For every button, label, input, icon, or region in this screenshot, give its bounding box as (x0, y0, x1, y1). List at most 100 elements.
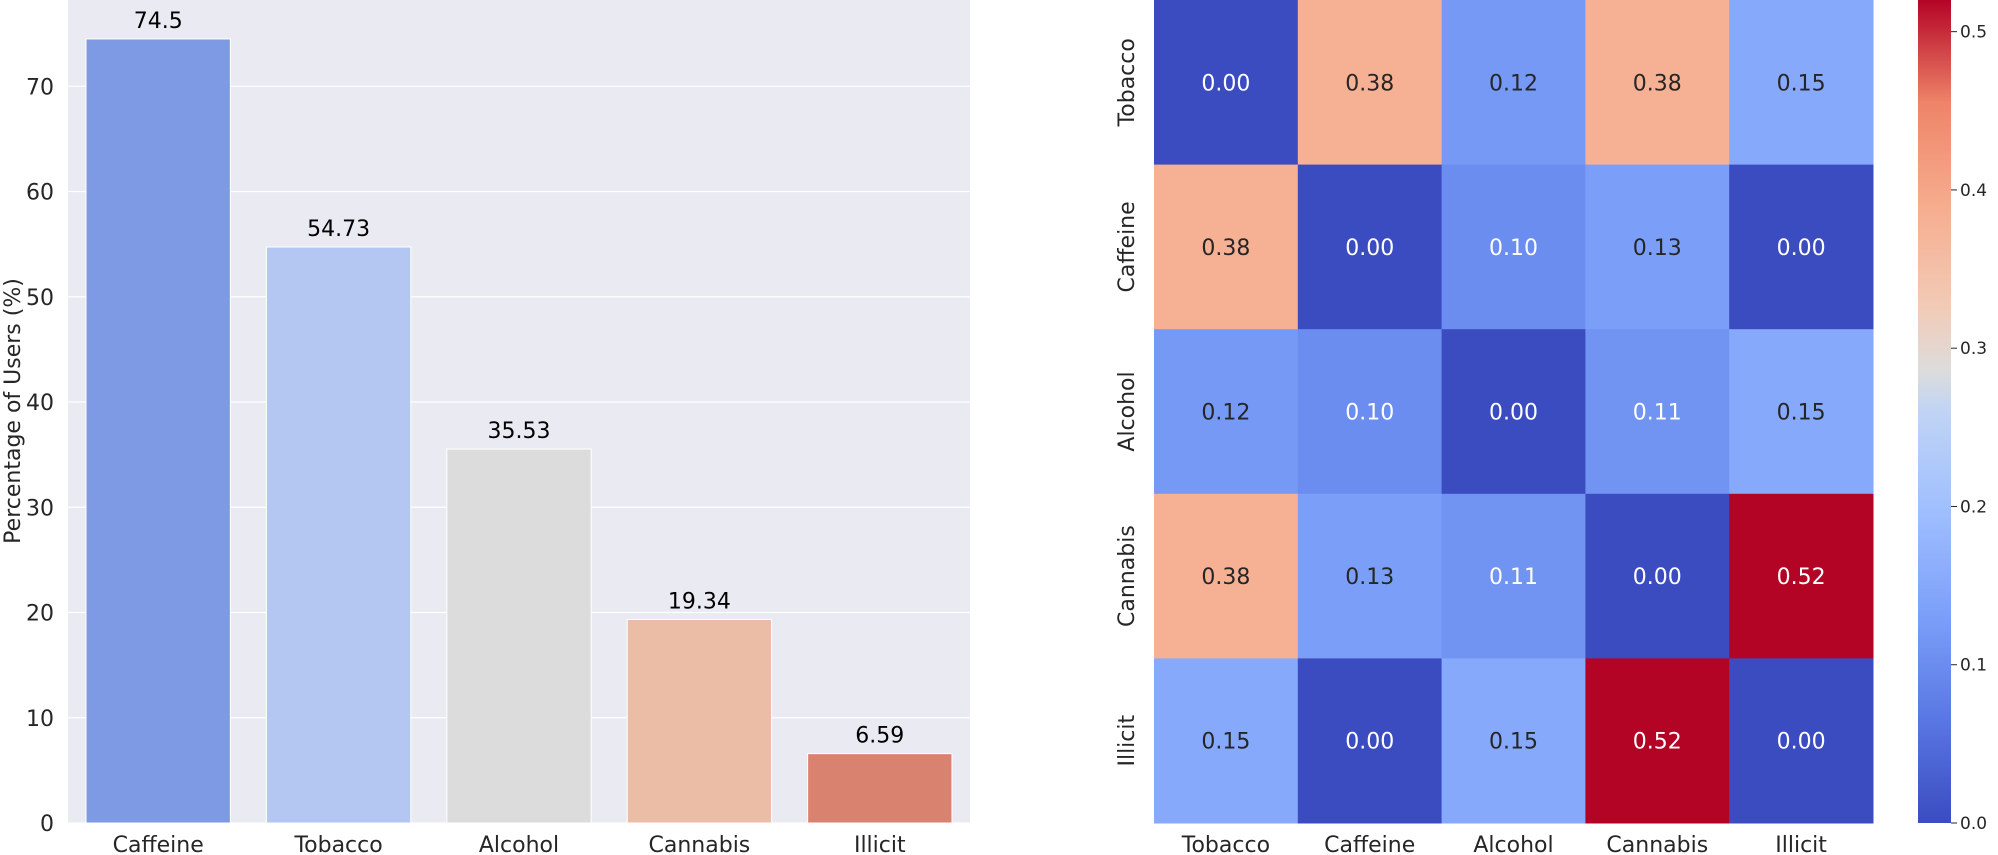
heatmap-cell-value: 0.10 (1489, 236, 1538, 261)
x-tick-label: Illicit (854, 833, 906, 855)
heatmap-cell-value: 0.38 (1633, 71, 1682, 96)
colorbar-ticks: 0.0 0.1 0.2 0.3 0.4 0.5 (1951, 23, 1987, 834)
heatmap-cell-value: 0.11 (1633, 401, 1682, 426)
y-tick-label: 30 (26, 496, 54, 521)
heatmap-cell-value: 0.12 (1489, 71, 1538, 96)
heatmap-chart: 0.00 0.38 0.12 0.38 0.150.38 0.00 0.10 0.13 0.00… (1115, 0, 1987, 855)
heatmap-cell-value: 0.00 (1345, 730, 1394, 755)
y-tick-label: 20 (26, 602, 54, 627)
heatmap-cell (1154, 493, 1299, 659)
heatmap-cell-value: 0.15 (1777, 71, 1826, 96)
heatmap-cell (1297, 658, 1443, 824)
heatmap-cell (1585, 329, 1730, 495)
colorbar-tick-label: 0.3 (1960, 339, 1987, 359)
heatmap-x-ticks: Tobacco Caffeine Alcohol Cannabis Illicit (1181, 833, 1828, 855)
heatmap-cell-value: 0.15 (1201, 730, 1250, 755)
heatmap-cell (1729, 658, 1874, 824)
x-tick-label: Tobacco (293, 833, 382, 855)
heatmap-y-tick-label: Tobacco (1115, 38, 1140, 127)
heatmap-y-tick-label: Cannabis (1115, 525, 1140, 627)
y-tick-label: 40 (26, 391, 54, 416)
bar (85, 38, 231, 824)
heatmap-cell-value: 0.00 (1489, 401, 1538, 426)
heatmap-cell-value: 0.15 (1777, 401, 1826, 426)
heatmap-cell (1585, 658, 1730, 824)
x-tick-label: Caffeine (113, 833, 204, 855)
heatmap-y-tick-label: Alcohol (1115, 371, 1140, 451)
colorbar-tick-label: 0.5 (1960, 23, 1987, 43)
x-tick-label: Alcohol (479, 833, 559, 855)
heatmap-y-tick-label: Caffeine (1115, 201, 1140, 292)
heatmap-x-tick-label: Cannabis (1606, 833, 1708, 855)
heatmap-cell-value: 0.13 (1345, 565, 1394, 590)
heatmap-cell-value: 0.38 (1345, 71, 1394, 96)
heatmap-cell-value: 0.00 (1777, 236, 1826, 261)
heatmap-cell (1297, 329, 1443, 495)
heatmap-cell (1441, 164, 1586, 330)
bar-value-label: 54.73 (307, 217, 370, 242)
heatmap-cell-value: 0.52 (1777, 565, 1826, 590)
heatmap-cell-value: 0.15 (1489, 730, 1538, 755)
heatmap-cell (1297, 493, 1443, 659)
heatmap-cell (1441, 0, 1586, 166)
heatmap-y-ticks: Tobacco Caffeine Alcohol Cannabis Illicit (1115, 38, 1140, 766)
bar-value-label: 6.59 (855, 724, 904, 749)
heatmap-annotations: 0.00 0.38 0.12 0.38 0.15 0.38 0.00 0.10 0.13 0.00… (1201, 71, 1825, 754)
y-tick-label: 50 (26, 286, 54, 311)
heatmap-x-tick-label: Illicit (1775, 833, 1827, 855)
heatmap-x-tick-label: Alcohol (1473, 833, 1553, 855)
heatmap-cell (1154, 164, 1299, 330)
heatmap-cell-value: 0.00 (1345, 236, 1394, 261)
bar-value-label: 19.34 (668, 589, 731, 614)
heatmap-cell (1585, 493, 1730, 659)
colorbar-tick-label: 0.1 (1960, 656, 1987, 676)
colorbar (1918, 0, 1951, 823)
bar (265, 246, 412, 824)
bars (85, 38, 953, 824)
y-tick-label: 0 (40, 812, 54, 837)
heatmap-cell (1585, 0, 1730, 166)
heatmap-cell-value: 0.38 (1201, 565, 1250, 590)
heatmap-cell (1729, 493, 1874, 659)
heatmap-x-tick-label: Tobacco (1181, 833, 1270, 855)
heatmap-cell (1441, 658, 1586, 824)
y-tick-label: 10 (26, 707, 54, 732)
heatmap-cell-value: 0.10 (1345, 401, 1394, 426)
heatmap-cell-value: 0.00 (1633, 565, 1682, 590)
heatmap-cell (1154, 658, 1299, 824)
bar-y-axis-label: Percentage of Users (%) (1, 278, 26, 544)
colorbar-tick-label: 0.2 (1960, 497, 1987, 517)
heatmap-y-tick-label: Illicit (1115, 715, 1140, 767)
y-tick-label: 70 (26, 75, 54, 100)
heatmap-cells (1154, 0, 1874, 824)
heatmap-cell (1729, 0, 1874, 166)
heatmap-cell (1729, 329, 1874, 495)
heatmap-cell (1297, 0, 1443, 166)
bar (807, 753, 953, 824)
heatmap-cell (1441, 329, 1586, 495)
heatmap-cell-value: 0.12 (1201, 401, 1250, 426)
heatmap-cell (1585, 164, 1730, 330)
heatmap-cell (1154, 329, 1299, 495)
colorbar-tick-label: 0.4 (1960, 181, 1987, 201)
heatmap-cell-value: 0.52 (1633, 730, 1682, 755)
heatmap-cell-value: 0.00 (1201, 71, 1250, 96)
heatmap-cell (1297, 164, 1443, 330)
heatmap-cell-value: 0.11 (1489, 565, 1538, 590)
bar (446, 448, 592, 824)
heatmap-cell (1441, 493, 1586, 659)
heatmap-cell (1154, 0, 1299, 166)
heatmap-cell (1729, 164, 1874, 330)
heatmap-cell-value: 0.13 (1633, 236, 1682, 261)
x-tick-label: Cannabis (649, 833, 751, 855)
colorbar-tick-label: 0.0 (1960, 814, 1987, 834)
heatmap-cell-value: 0.38 (1201, 236, 1250, 261)
bar-value-label: 35.53 (488, 419, 551, 444)
heatmap-x-tick-label: Caffeine (1324, 833, 1415, 855)
bar-x-ticks: Caffeine Tobacco Alcohol Cannabis Illicit (113, 833, 906, 855)
bar (626, 618, 773, 824)
bar-value-labels: 74.5 54.73 35.53 19.34 6.59 (134, 9, 905, 749)
bar-y-ticks: 0 10 20 30 40 50 60 70 (26, 75, 54, 837)
